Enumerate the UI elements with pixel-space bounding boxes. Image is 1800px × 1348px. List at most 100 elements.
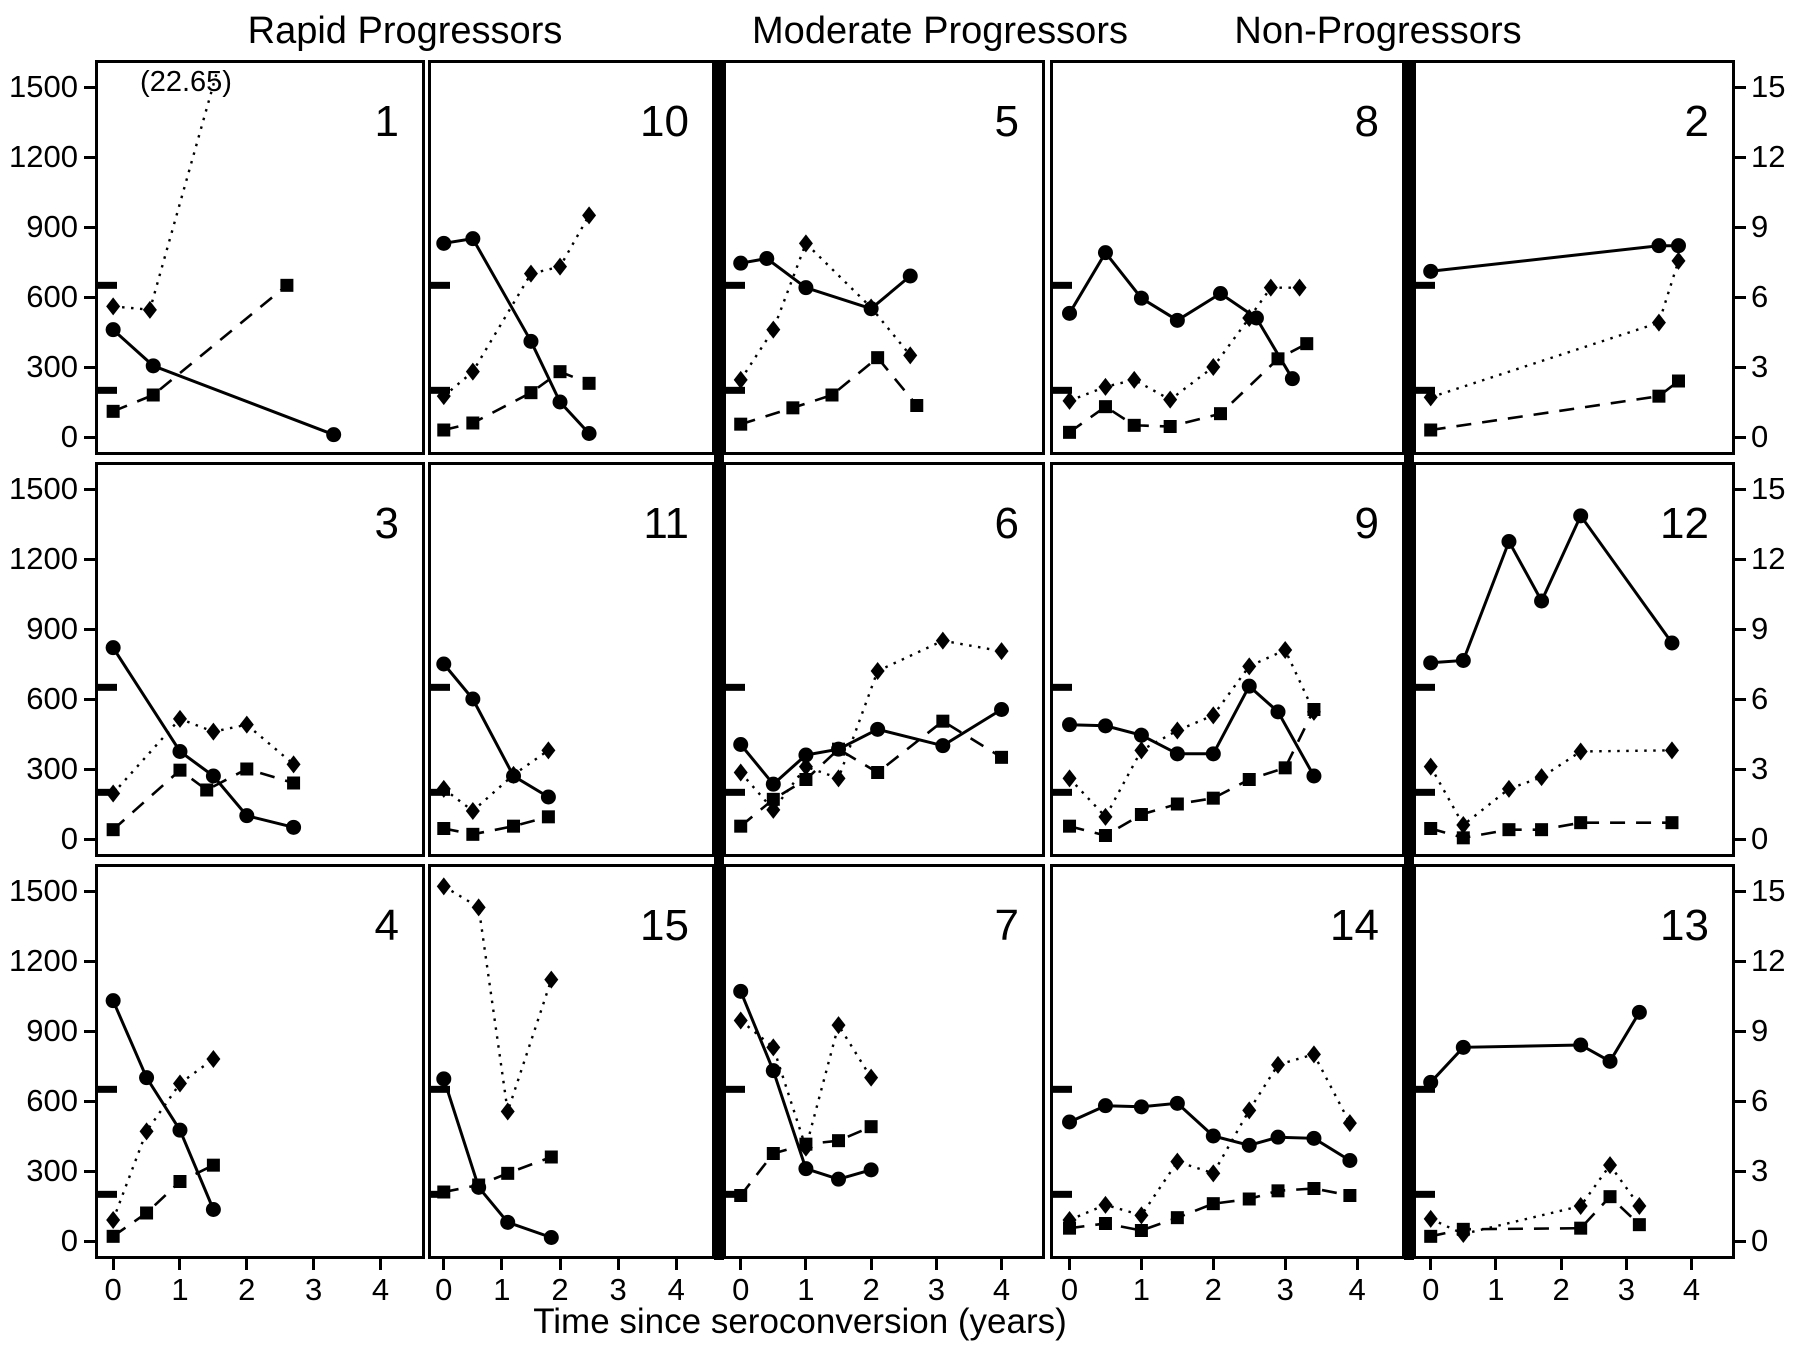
circle-marker [1062,717,1078,733]
x-tick-label: 2 [1552,1272,1570,1307]
circle-marker [471,1179,487,1195]
left-y-tick-mark [84,1169,96,1173]
left-y-tick-label: 600 [26,1083,78,1118]
x-tick-label: 2 [1204,1272,1222,1307]
right-y-tick-label: 15 [1751,873,1786,908]
panel-8: 8 [1050,60,1405,455]
diamond-marker [106,784,121,803]
square-marker [1632,1218,1646,1232]
series-squares_dashed [1424,816,1679,845]
panel-5: 5 [723,60,1045,455]
x-tick-mark [1559,1259,1563,1270]
right-y-tick-mark [1734,85,1746,89]
circle-marker [105,993,121,1009]
circle-marker [540,789,556,805]
panel-number: 9 [1355,499,1379,548]
square-marker [864,1120,878,1134]
square-marker [1134,1224,1148,1237]
x-tick-label: 1 [797,1272,815,1307]
diamond-marker [582,206,597,225]
diamond-marker [1342,1114,1357,1133]
series-squares_dashed [734,1120,878,1202]
reference-tick-200 [723,1190,745,1198]
square-marker [1456,831,1470,845]
reference-tick-650 [428,683,450,691]
right-y-tick-mark [1734,767,1746,771]
square-marker [1424,822,1438,835]
diamond-marker [1163,390,1178,409]
circle-marker [798,747,814,763]
diamond-marker [1270,1055,1285,1074]
x-tick-label: 3 [1276,1272,1294,1307]
diamond-marker [903,346,918,365]
right-y-tick-mark [1734,837,1746,841]
square-marker [825,388,839,402]
right-y-tick-label: 15 [1751,69,1786,104]
square-marker [1502,823,1516,837]
diamond-marker [239,715,254,734]
square-marker [766,792,780,806]
series-circles_solid [1423,1004,1647,1090]
reference-tick-650 [723,281,745,289]
series-diamonds_dotted [436,877,559,1121]
circle-marker [1169,746,1185,762]
x-tick-label: 2 [551,1272,569,1307]
x-tick-mark [674,1259,678,1270]
circle-marker [172,1122,188,1138]
circle-marker [1169,1095,1185,1111]
left-y-tick-mark [84,487,96,491]
series-circles_solid [436,1071,559,1245]
reference-tick-200 [1413,788,1435,796]
square-marker [734,1189,748,1202]
square-marker [287,776,301,790]
circle-marker [436,235,452,251]
reference-tick-200 [428,788,450,796]
reference-tick-650 [723,683,745,691]
square-marker [871,351,885,365]
square-marker [1300,337,1314,351]
group-separator [1404,60,1414,1260]
right-y-tick-mark [1734,1029,1746,1033]
diamond-marker [1651,313,1666,332]
diamond-marker [1292,278,1307,297]
right-y-tick-label: 6 [1751,1083,1769,1118]
diamond-marker [1423,388,1438,407]
circle-marker [1664,635,1680,651]
circle-marker [1602,1053,1618,1069]
x-tick-mark [934,1259,938,1270]
right-y-tick-mark [1734,155,1746,159]
series-circles_solid [436,656,556,805]
x-tick-label: 0 [1422,1272,1440,1307]
diamond-marker [798,757,813,776]
square-marker [1424,423,1438,437]
right-y-tick-label: 6 [1751,681,1769,716]
panel-11: 11 [428,462,715,857]
left-y-tick-mark [84,1239,96,1243]
reference-tick-650 [428,1085,450,1093]
x-tick-mark [1494,1259,1498,1270]
left-y-tick-mark [84,1099,96,1103]
circle-marker [172,744,188,759]
diamond-marker [465,802,480,820]
circle-marker [1423,1074,1439,1090]
right-y-tick-mark [1734,365,1746,369]
reference-tick-650 [428,281,450,289]
circle-marker [1133,1099,1149,1115]
diamond-marker [471,898,486,917]
reference-tick-650 [723,1085,745,1093]
series-squares_dashed [734,714,1009,833]
left-y-tick-label: 1500 [9,873,78,908]
x-tick-label: 3 [1617,1272,1635,1307]
square-marker [910,399,924,412]
x-tick-label: 4 [371,1272,390,1307]
reference-tick-650 [1413,683,1435,691]
circle-marker [1270,704,1286,720]
square-marker [766,1147,780,1160]
diamond-marker [870,662,885,680]
square-marker [1665,816,1679,830]
square-marker [936,714,950,728]
panel-7: 7 [723,864,1045,1259]
circle-marker [543,1230,559,1245]
square-marker [1063,1221,1077,1235]
